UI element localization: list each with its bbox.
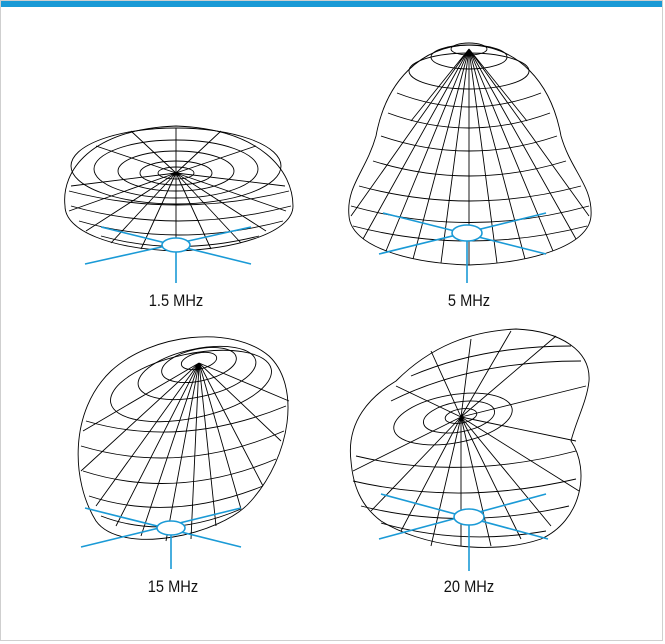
- label-5mhz: 5 MHz: [383, 291, 555, 311]
- label-1-5mhz: 1.5 MHz: [90, 291, 262, 311]
- pattern-15mhz: [78, 337, 289, 541]
- pattern-1-5mhz: [65, 126, 293, 251]
- label-15mhz: 15 MHz: [87, 577, 259, 597]
- mesh-outline: [65, 126, 293, 251]
- label-20mhz: 20 MHz: [383, 577, 555, 597]
